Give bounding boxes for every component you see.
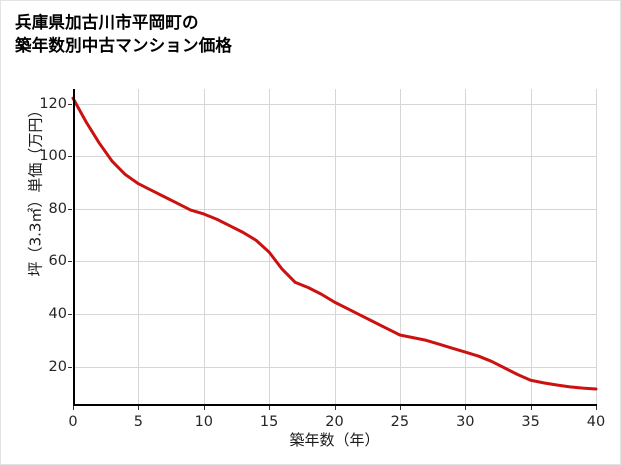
x-tick-mark-5 [399,406,401,410]
data-line-series [71,96,598,391]
x-tick-mark-1 [138,406,140,410]
gridline-x-3 [269,89,271,405]
plot-area [68,89,598,410]
x-axis-spine [73,404,597,406]
y-tick-mark-5 [68,103,72,105]
gridline-x-2 [203,89,205,405]
x-tick-label-0: 0 [68,414,78,430]
y-axis-spine [73,89,75,406]
x-tick-label-30: 30 [456,414,475,430]
y-tick-mark-2 [68,261,72,263]
x-tick-label-35: 35 [521,414,540,430]
x-axis-label: 築年数（年） [289,431,380,449]
y-tick-mark-3 [68,208,72,210]
gridline-x-6 [465,89,467,405]
y-tick-label-40: 40 [48,306,67,322]
y-tick-label-20: 20 [48,358,67,375]
gridline-x-5 [399,89,401,405]
y-tick-label-80: 80 [48,200,67,217]
x-tick-mark-4 [334,406,336,410]
x-tick-label-40: 40 [586,414,606,430]
y-tick-mark-1 [68,314,72,315]
x-tick-label-5: 5 [133,414,144,430]
gridline-x-8 [596,89,597,405]
y-tick-label-120: 120 [39,95,67,112]
x-tick-mark-6 [465,406,467,410]
x-tick-mark-0 [73,406,74,410]
x-tick-label-10: 10 [194,414,214,430]
x-tick-label-15: 15 [259,414,279,430]
y-tick-mark-4 [68,156,72,158]
x-tick-mark-8 [596,406,597,410]
x-axis-tick-labels: 0 5 10 15 20 25 30 35 40 [68,406,605,430]
x-tick-label-20: 20 [325,414,344,430]
x-tick-label-25: 25 [390,414,410,430]
gridline-x-4 [334,89,336,405]
gridline-x-1 [138,89,140,405]
y-axis-label: 坪（3.3㎡）単価（万円） [26,102,45,277]
y-tick-label-60: 60 [48,253,67,270]
y-axis-tick-labels: 20 40 60 80 100 120 [29,89,67,405]
x-tick-mark-3 [269,406,271,410]
y-tick-mark-0 [68,366,72,368]
x-tick-mark-7 [530,406,532,410]
gridline-x-7 [530,89,532,405]
chart-title: 兵庫県加古川市平岡町の 築年数別中古マンション価格 [15,13,233,56]
y-tick-label-100: 100 [39,148,67,165]
x-tick-mark-2 [203,406,205,410]
